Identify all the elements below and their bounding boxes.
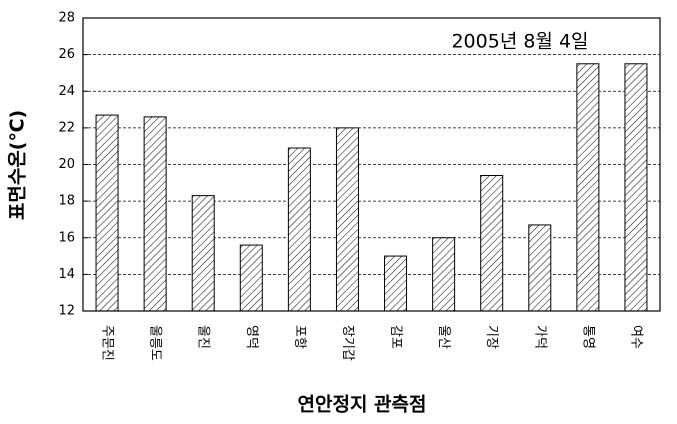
y-tick-label: 20 (58, 157, 75, 172)
bar (143, 116, 167, 312)
x-tick-label: 장기갑 (340, 325, 355, 361)
bar (624, 63, 648, 312)
x-tick-label: 여수 (628, 325, 643, 349)
x-axis-label: 연안정지 관측점 (298, 394, 427, 416)
x-tick-label: 영덕 (244, 325, 259, 349)
bar (480, 174, 504, 312)
x-tick-label: 주문진 (100, 325, 115, 361)
x-tick-label: 통영 (580, 325, 595, 349)
x-tick-label: 포항 (292, 325, 307, 349)
bar (384, 255, 408, 312)
y-tick-label: 14 (58, 267, 75, 282)
y-tick-label: 26 (58, 47, 75, 62)
y-axis-label: 표면수온(℃) (7, 110, 29, 220)
bar (528, 224, 552, 312)
x-tick-label: 감포 (388, 325, 403, 349)
bar (335, 127, 359, 312)
bar (576, 63, 600, 312)
bar (287, 147, 311, 312)
annotation: 2005년 8월 4일 (451, 31, 588, 53)
bar (239, 244, 263, 312)
y-tick-label: 28 (58, 11, 75, 26)
y-tick-label: 24 (58, 84, 75, 99)
x-tick-label: 울릉도 (148, 325, 163, 361)
y-tick-label: 18 (58, 194, 75, 209)
bar (95, 114, 119, 312)
x-tick-label: 울진 (196, 325, 211, 349)
y-tick-label: 16 (58, 230, 75, 245)
plot-frame (82, 17, 661, 312)
bar (191, 195, 215, 312)
x-tick-label: 가덕 (532, 325, 547, 349)
bar (432, 237, 456, 312)
x-tick-label: 기장 (484, 325, 499, 349)
y-tick-label: 12 (58, 304, 75, 319)
x-tick-label: 울산 (436, 325, 451, 349)
y-tick-label: 22 (58, 120, 75, 135)
